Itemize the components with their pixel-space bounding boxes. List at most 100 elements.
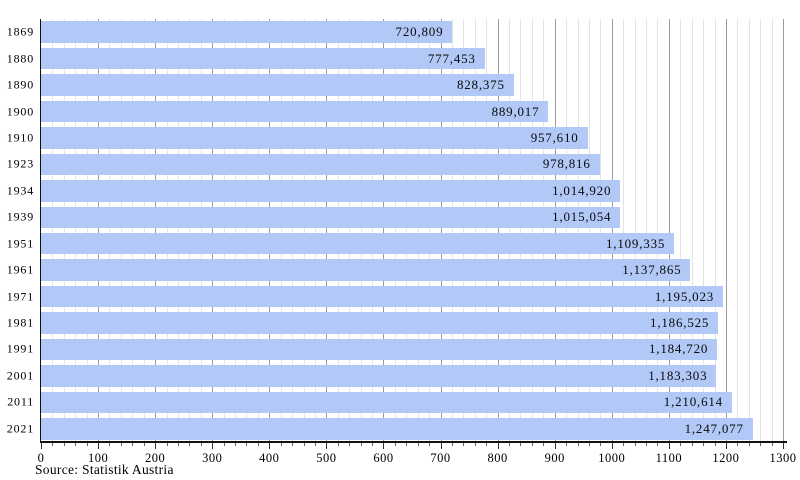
bar-row: 1,137,865 <box>41 257 783 283</box>
x-major-tick <box>98 442 100 449</box>
y-tick-label-1939: 1939 <box>6 209 34 224</box>
bar-value-label: 978,816 <box>542 156 591 172</box>
x-major-tick <box>497 442 499 449</box>
x-minor-tick <box>714 442 716 446</box>
bar-1880: 777,453 <box>41 47 485 70</box>
minor-gridline <box>303 19 305 442</box>
x-minor-tick <box>634 442 636 446</box>
major-gridline <box>668 19 670 442</box>
bar-row: 1,186,525 <box>41 310 783 336</box>
minor-gridline <box>646 19 647 442</box>
bar-row: 889,017 <box>41 98 783 124</box>
x-minor-tick <box>623 442 625 446</box>
x-minor-tick <box>737 442 739 446</box>
minor-gridline <box>486 19 488 442</box>
x-minor-tick <box>314 442 316 446</box>
bar-1910: 957,610 <box>41 127 588 149</box>
x-minor-tick <box>657 442 659 446</box>
x-minor-tick <box>132 442 134 446</box>
bar-row: 957,610 <box>41 125 783 151</box>
bar-row: 1,015,054 <box>41 204 783 230</box>
x-minor-tick <box>417 442 419 446</box>
minor-gridline <box>760 19 762 442</box>
x-minor-tick <box>474 442 476 446</box>
x-major-tick <box>269 442 271 449</box>
x-minor-tick <box>292 442 294 446</box>
y-tick-label-1934: 1934 <box>6 183 34 198</box>
major-gridline <box>611 19 613 442</box>
source-caption: Source: Statistik Austria <box>35 462 174 477</box>
minor-gridline <box>566 19 568 442</box>
x-minor-tick <box>349 442 351 446</box>
minor-gridline <box>588 19 590 442</box>
x-minor-tick <box>429 442 431 446</box>
bar-row: 1,195,023 <box>41 283 783 309</box>
x-major-tick <box>383 442 385 449</box>
bar-value-label: 1,210,614 <box>663 394 723 410</box>
minor-gridline <box>577 19 579 442</box>
x-minor-tick <box>486 442 488 446</box>
minor-gridline <box>463 19 465 442</box>
x-tick-label-300: 300 <box>202 451 223 465</box>
y-tick-label-2021: 2021 <box>6 421 34 436</box>
x-minor-tick <box>246 442 248 446</box>
minor-gridline <box>75 19 77 442</box>
y-tick-label-1961: 1961 <box>6 262 34 277</box>
x-minor-tick <box>166 442 168 446</box>
x-minor-tick <box>451 442 453 446</box>
bar-row: 1,247,077 <box>41 416 783 442</box>
x-axis-tick-labels: 0 100 200 300 400 500 600 700 800 900 1000 1100 1200… <box>38 451 796 467</box>
minor-gridline <box>200 19 202 442</box>
minor-gridline <box>372 19 374 442</box>
bar-rows: 720,809 777,453 828,375 889,017 957,610 978,8… <box>41 19 783 442</box>
bar-value-label: 1,184,720 <box>648 341 709 357</box>
minor-gridline <box>120 19 122 442</box>
x-major-tick <box>668 442 670 449</box>
major-gridline <box>269 19 271 442</box>
bar-value-label: 1,015,054 <box>552 209 612 225</box>
x-minor-tick <box>703 442 705 446</box>
y-tick-label-1869: 1869 <box>6 24 34 39</box>
x-minor-tick <box>406 442 408 446</box>
bar-row: 1,184,720 <box>41 336 783 362</box>
bar-row: 777,453 <box>41 45 783 71</box>
bar-value-label: 1,014,920 <box>552 182 612 198</box>
major-gridline <box>497 19 499 442</box>
x-tick-label-400: 400 <box>259 451 280 465</box>
bar-1923: 978,816 <box>41 153 600 176</box>
x-minor-tick <box>143 442 145 446</box>
minor-gridline <box>531 19 533 442</box>
bar-value-label: 889,017 <box>491 103 540 119</box>
major-gridline <box>725 19 727 442</box>
x-major-tick <box>326 442 328 449</box>
bar-value-label: 720,809 <box>395 24 444 40</box>
minor-gridline <box>246 19 248 442</box>
major-gridline <box>212 19 214 442</box>
bar-row: 1,183,303 <box>41 363 783 389</box>
bar-1890: 828,375 <box>41 74 514 96</box>
minor-gridline <box>109 19 111 442</box>
x-minor-tick <box>109 442 111 446</box>
minor-gridline <box>86 19 88 442</box>
x-minor-tick <box>360 442 362 446</box>
minor-gridline <box>600 19 602 442</box>
bar-row: 1,210,614 <box>41 389 783 415</box>
minor-gridline <box>509 19 511 442</box>
bar-row: 720,809 <box>41 19 783 45</box>
minor-gridline <box>714 19 716 442</box>
bar-1939: 1,015,054 <box>41 206 621 229</box>
bar-value-label: 1,183,303 <box>648 367 708 383</box>
bar-1971: 1,195,023 <box>41 285 724 308</box>
x-major-tick <box>440 442 442 449</box>
y-tick-label-1981: 1981 <box>6 315 34 330</box>
minor-gridline <box>189 19 191 442</box>
bar-row: 978,816 <box>41 151 783 177</box>
minor-gridline <box>235 19 237 442</box>
minor-gridline <box>691 19 693 442</box>
bar-1951: 1,109,335 <box>41 232 675 255</box>
x-tick-label-500: 500 <box>316 451 337 465</box>
minor-gridline <box>349 19 351 442</box>
minor-gridline <box>771 19 773 442</box>
y-tick-label-2001: 2001 <box>6 368 34 383</box>
